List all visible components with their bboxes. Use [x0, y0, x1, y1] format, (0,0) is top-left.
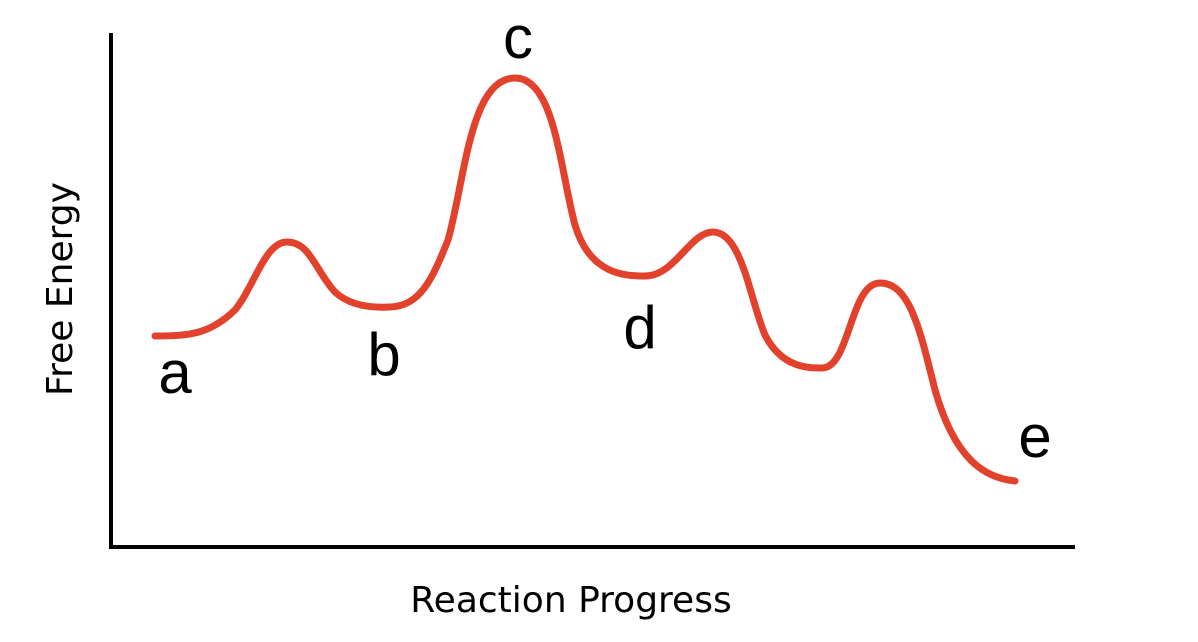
point-label-a: a: [158, 339, 192, 406]
point-label-c: c: [503, 4, 533, 71]
y-axis-title: Free Energy: [40, 182, 81, 396]
point-label-e: e: [1018, 403, 1051, 470]
point-label-b: b: [367, 321, 400, 388]
energy-curve: [151, 74, 1019, 485]
point-label-d: d: [623, 294, 656, 361]
x-axis-title: Reaction Progress: [410, 580, 731, 621]
